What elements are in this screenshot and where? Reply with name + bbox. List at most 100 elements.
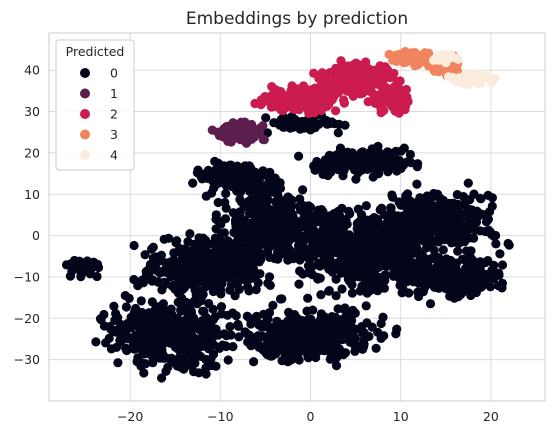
point-class-0: [311, 352, 321, 363]
point-class-0: [331, 291, 341, 301]
point-class-0: [183, 322, 194, 332]
point-class-2: [291, 92, 302, 102]
point-class-0: [142, 320, 152, 330]
point-class-0: [401, 191, 411, 202]
point-class-0: [163, 362, 173, 372]
point-class-3: [410, 61, 420, 71]
point-class-0: [417, 197, 427, 207]
point-class-0: [400, 210, 410, 220]
point-class-0: [426, 254, 436, 264]
point-class-0: [419, 268, 429, 278]
point-class-0: [348, 273, 358, 283]
point-class-0: [353, 218, 363, 228]
point-class-0: [272, 187, 282, 197]
point-class-0: [286, 315, 296, 325]
point-class-0: [260, 169, 271, 179]
point-class-0: [244, 209, 254, 219]
point-class-0: [395, 274, 405, 284]
y-tick-label: 40: [24, 63, 40, 78]
point-class-0: [485, 282, 495, 292]
point-class-0: [494, 268, 504, 278]
point-class-0: [274, 323, 284, 333]
point-class-0: [225, 285, 235, 295]
point-class-0: [121, 302, 131, 312]
point-class-0: [182, 307, 192, 317]
point-class-0: [213, 330, 223, 340]
point-class-0: [104, 333, 114, 343]
point-class-0: [396, 231, 406, 241]
x-tick-label: −10: [207, 409, 233, 424]
point-class-0: [428, 191, 438, 201]
point-class-0: [453, 246, 463, 256]
x-axis: −20 −10 0 10 20: [117, 409, 499, 424]
point-class-4: [487, 78, 497, 88]
point-class-0: [451, 258, 462, 268]
point-class-0: [268, 335, 278, 345]
y-tick-label: −30: [14, 352, 40, 367]
point-class-0: [216, 217, 226, 227]
point-class-2: [269, 89, 279, 100]
point-class-0: [201, 363, 211, 373]
point-class-0: [411, 242, 421, 252]
point-class-0: [460, 198, 471, 208]
point-class-0: [487, 201, 497, 211]
point-class-0: [310, 231, 320, 241]
point-class-0: [255, 238, 265, 248]
point-class-0: [185, 229, 195, 239]
point-class-0: [245, 274, 255, 284]
point-class-0: [115, 319, 126, 329]
point-class-0: [472, 206, 482, 216]
point-class-0: [469, 189, 479, 199]
point-class-0: [463, 178, 473, 188]
point-class-0: [216, 240, 226, 250]
point-class-0: [293, 234, 303, 244]
legend-label: 3: [110, 127, 118, 142]
point-class-0: [129, 344, 139, 354]
point-class-0: [460, 211, 470, 221]
scatter-points: [61, 47, 514, 383]
point-class-0: [233, 319, 243, 329]
point-class-0: [173, 287, 183, 297]
point-class-0: [314, 240, 324, 250]
point-class-0: [333, 304, 343, 314]
point-class-0: [166, 312, 176, 322]
legend-label: 0: [110, 66, 118, 81]
point-class-0: [223, 246, 233, 256]
point-class-0: [380, 270, 390, 280]
point-class-0: [317, 216, 327, 226]
point-class-0: [430, 223, 440, 233]
point-class-0: [331, 361, 342, 371]
point-class-0: [73, 260, 84, 270]
point-class-0: [245, 332, 256, 342]
point-class-0: [410, 202, 420, 213]
point-class-0: [303, 353, 313, 363]
point-class-2: [321, 82, 331, 92]
point-class-0: [171, 238, 181, 248]
point-class-0: [188, 265, 198, 275]
point-class-0: [269, 207, 279, 217]
point-class-0: [284, 307, 294, 317]
point-class-2: [394, 108, 404, 118]
point-class-0: [334, 246, 344, 256]
point-class-0: [234, 284, 244, 294]
point-class-0: [366, 224, 377, 234]
point-class-0: [305, 119, 315, 129]
point-class-0: [374, 262, 384, 272]
point-class-0: [431, 270, 441, 280]
point-class-0: [208, 276, 218, 287]
point-class-0: [304, 253, 314, 263]
point-class-1: [223, 124, 233, 134]
point-class-0: [371, 343, 381, 353]
point-class-0: [188, 178, 198, 188]
point-class-0: [317, 313, 327, 323]
point-class-0: [140, 310, 150, 320]
point-class-0: [231, 311, 241, 321]
point-class-0: [386, 203, 396, 213]
point-class-0: [275, 294, 286, 304]
point-class-0: [392, 324, 402, 334]
point-class-0: [259, 202, 269, 212]
point-class-0: [471, 217, 482, 227]
point-class-0: [221, 341, 231, 351]
point-class-2: [382, 93, 392, 103]
point-class-0: [394, 246, 404, 256]
